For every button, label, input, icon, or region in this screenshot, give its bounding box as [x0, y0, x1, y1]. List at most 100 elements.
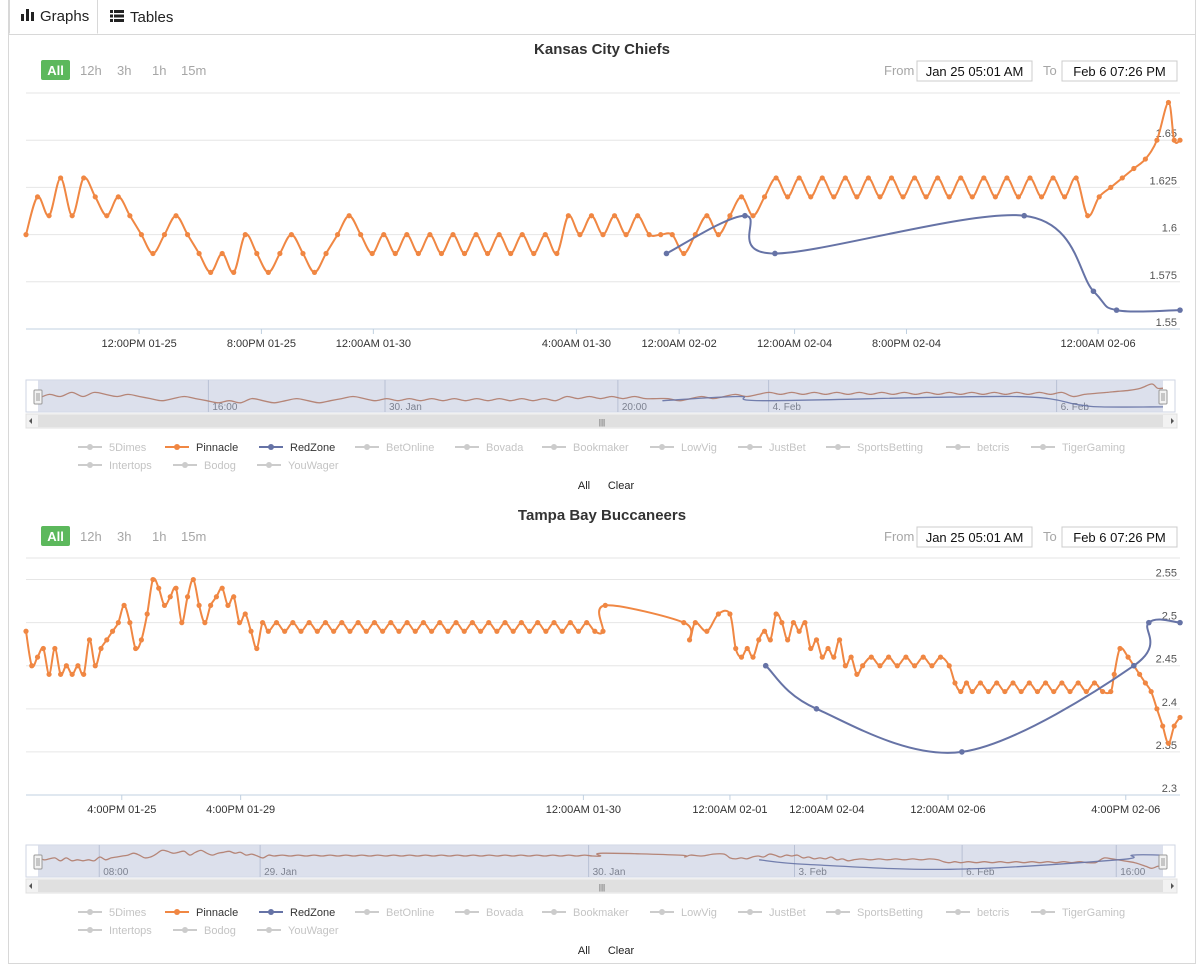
data-point-redzone[interactable]	[1113, 307, 1120, 313]
data-point-pinnacle[interactable]	[173, 213, 179, 219]
data-point-pinnacle[interactable]	[173, 585, 179, 591]
scroll-left-arrow-icon[interactable]	[29, 418, 32, 424]
data-point-pinnacle[interactable]	[288, 232, 295, 238]
to-date-value[interactable]: Feb 6 07:26 PM	[1073, 64, 1166, 79]
legend-label[interactable]: YouWager	[288, 925, 339, 937]
data-point-pinnacle[interactable]	[1085, 213, 1091, 219]
legend-label[interactable]: betcris	[977, 442, 1010, 454]
data-point-pinnacle[interactable]	[184, 232, 191, 238]
data-point-pinnacle[interactable]	[1117, 645, 1123, 652]
data-point-redzone[interactable]	[1131, 662, 1137, 669]
scroll-left-arrow-icon[interactable]	[29, 883, 32, 889]
data-point-pinnacle[interactable]	[744, 645, 750, 652]
data-point-pinnacle[interactable]	[259, 620, 266, 626]
data-point-pinnacle[interactable]	[559, 628, 565, 634]
data-point-pinnacle[interactable]	[808, 194, 814, 200]
data-point-pinnacle[interactable]	[937, 654, 944, 660]
legend-item-pinnacle[interactable]: Pinnacle	[165, 442, 238, 454]
data-point-pinnacle[interactable]	[1171, 723, 1177, 729]
data-point-pinnacle[interactable]	[196, 250, 202, 257]
data-point-pinnacle[interactable]	[842, 175, 848, 181]
data-point-pinnacle[interactable]	[40, 645, 46, 652]
data-point-pinnacle[interactable]	[1091, 680, 1098, 686]
data-point-pinnacle[interactable]	[958, 688, 964, 695]
data-point-pinnacle[interactable]	[842, 663, 848, 669]
data-point-pinnacle[interactable]	[808, 645, 814, 652]
data-point-pinnacle[interactable]	[819, 175, 825, 181]
data-point-pinnacle[interactable]	[577, 232, 583, 238]
legend-label[interactable]: LowVig	[681, 442, 717, 454]
data-point-pinnacle[interactable]	[868, 654, 874, 660]
legend-label[interactable]: Bodog	[204, 460, 236, 472]
data-point-pinnacle[interactable]	[23, 628, 29, 634]
legend-all-button[interactable]: All	[578, 480, 590, 492]
data-point-pinnacle[interactable]	[412, 628, 418, 634]
legend-item-lowvig[interactable]: LowVig	[650, 442, 717, 454]
legend-item-bovada[interactable]: Bovada	[455, 907, 524, 919]
data-point-pinnacle[interactable]	[311, 269, 318, 275]
legend-item-bodog[interactable]: Bodog	[173, 925, 236, 937]
range-button-3h[interactable]: 3h	[117, 63, 131, 78]
data-point-pinnacle[interactable]	[958, 175, 964, 181]
data-point-pinnacle[interactable]	[392, 250, 398, 257]
data-point-pinnacle[interactable]	[900, 194, 906, 200]
to-date-input[interactable]	[1061, 526, 1178, 548]
legend-item-betonline[interactable]: BetOnline	[355, 907, 434, 919]
data-point-pinnacle[interactable]	[104, 637, 110, 643]
data-point-pinnacle[interactable]	[415, 250, 421, 257]
data-point-pinnacle[interactable]	[167, 594, 173, 600]
data-point-pinnacle[interactable]	[184, 594, 191, 600]
data-point-pinnacle[interactable]	[623, 232, 629, 238]
data-point-pinnacle[interactable]	[854, 194, 860, 200]
data-point-pinnacle[interactable]	[1042, 680, 1049, 686]
range-button-all-bg[interactable]	[41, 60, 70, 80]
data-point-pinnacle[interactable]	[109, 628, 116, 634]
data-point-pinnacle[interactable]	[161, 602, 168, 609]
data-point-pinnacle[interactable]	[848, 654, 854, 660]
data-point-pinnacle[interactable]	[381, 232, 387, 238]
data-point-pinnacle[interactable]	[98, 645, 104, 652]
data-point-pinnacle[interactable]	[600, 628, 606, 634]
series-line-redzone[interactable]	[666, 214, 1181, 313]
data-point-pinnacle[interactable]	[69, 671, 75, 677]
data-point-pinnacle[interactable]	[1154, 706, 1160, 712]
data-point-pinnacle[interactable]	[994, 680, 1000, 686]
legend-item-5dimes[interactable]: 5Dimes	[78, 442, 147, 454]
legend-item-redzone[interactable]: RedZone	[259, 907, 335, 919]
navigator-handle-right[interactable]	[1158, 854, 1168, 870]
data-point-pinnacle[interactable]	[510, 628, 516, 634]
data-point-pinnacle[interactable]	[600, 232, 606, 238]
data-point-pinnacle[interactable]	[339, 620, 345, 626]
data-point-pinnacle[interactable]	[1062, 194, 1068, 200]
data-point-pinnacle[interactable]	[46, 671, 52, 677]
legend-item-justbet[interactable]: JustBet	[738, 907, 806, 919]
data-point-pinnacle[interactable]	[1015, 194, 1022, 200]
data-point-pinnacle[interactable]	[23, 232, 29, 238]
data-point-pinnacle[interactable]	[575, 628, 582, 634]
data-point-pinnacle[interactable]	[273, 620, 280, 626]
legend-item-5dimes[interactable]: 5Dimes	[78, 907, 147, 919]
data-point-pinnacle[interactable]	[1142, 680, 1148, 686]
data-point-pinnacle[interactable]	[831, 654, 837, 660]
data-point-pinnacle[interactable]	[144, 611, 150, 617]
range-button-all-bg[interactable]	[41, 526, 70, 546]
data-point-redzone[interactable]	[813, 706, 820, 712]
data-point-pinnacle[interactable]	[81, 175, 87, 181]
legend-item-betcris[interactable]: betcris	[946, 907, 1010, 919]
data-point-pinnacle[interactable]	[1050, 175, 1056, 181]
data-point-pinnacle[interactable]	[1119, 175, 1125, 181]
data-point-pinnacle[interactable]	[877, 663, 883, 669]
data-point-pinnacle[interactable]	[461, 250, 468, 257]
data-point-pinnacle[interactable]	[686, 637, 693, 643]
data-point-pinnacle[interactable]	[92, 194, 98, 200]
data-point-pinnacle[interactable]	[420, 620, 427, 626]
data-point-pinnacle[interactable]	[461, 628, 467, 634]
data-point-pinnacle[interactable]	[903, 654, 909, 660]
data-point-pinnacle[interactable]	[380, 628, 386, 634]
data-point-pinnacle[interactable]	[290, 620, 296, 626]
data-point-pinnacle[interactable]	[715, 232, 722, 238]
data-point-pinnacle[interactable]	[1067, 688, 1073, 695]
data-point-pinnacle[interactable]	[554, 250, 560, 257]
data-point-pinnacle[interactable]	[977, 680, 984, 686]
legend-label[interactable]: RedZone	[290, 907, 335, 919]
